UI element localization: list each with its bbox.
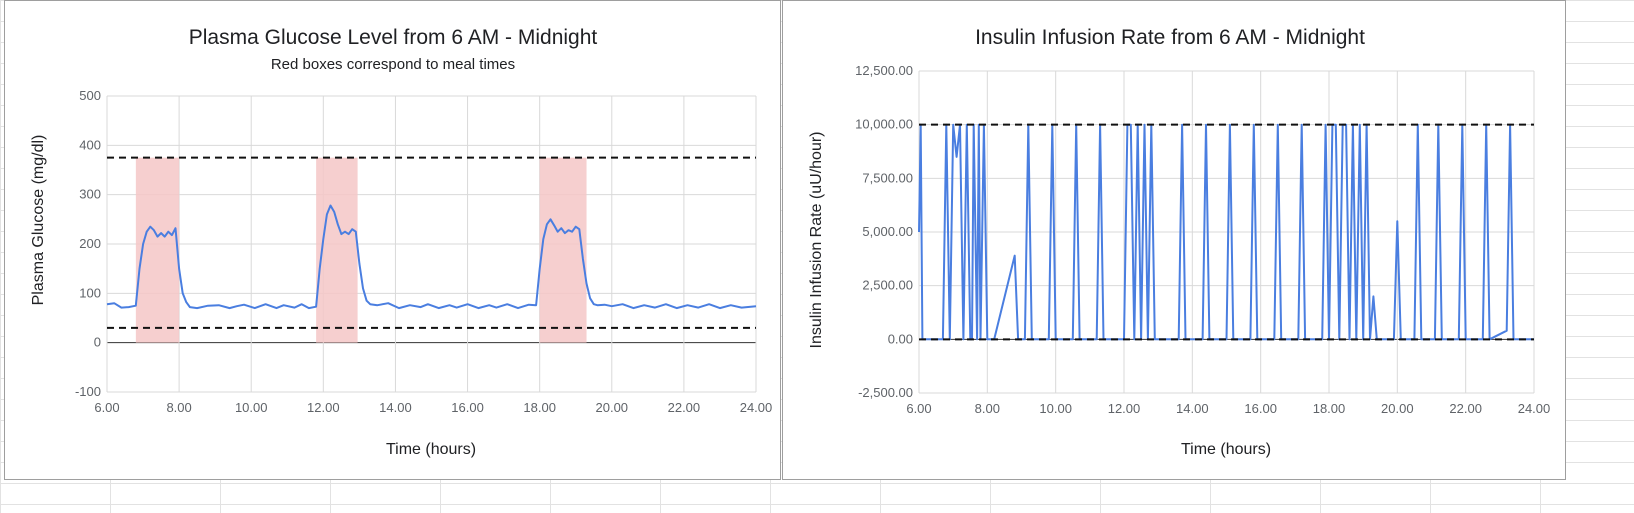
x-axis-title: Time (hours)	[386, 441, 476, 458]
x-tick-label: 16.00	[1244, 401, 1277, 416]
x-tick-label: 18.00	[1313, 401, 1346, 416]
y-tick-label: 0.00	[888, 331, 913, 346]
x-tick-label: 14.00	[379, 400, 412, 415]
data-series-line	[918, 123, 1534, 341]
y-axis-title: Insulin Infusion Rate (uU/hour)	[808, 132, 825, 349]
x-tick-label: 12.00	[307, 400, 340, 415]
y-tick-label: 12,500.00	[855, 63, 913, 78]
x-axis-title: Time (hours)	[1181, 441, 1271, 458]
x-tick-label: 10.00	[1039, 401, 1072, 416]
x-tick-label: 10.00	[235, 400, 268, 415]
meal-window-box	[539, 157, 587, 343]
y-tick-label: 200	[79, 236, 101, 251]
y-tick-label: 0	[94, 335, 101, 350]
x-tick-label: 8.00	[975, 401, 1000, 416]
x-tick-label: 20.00	[596, 400, 629, 415]
y-tick-label: 300	[79, 187, 101, 202]
x-tick-label: 6.00	[906, 401, 931, 416]
x-tick-label: 8.00	[166, 400, 191, 415]
x-tick-label: 18.00	[523, 400, 556, 415]
data-series-line	[106, 204, 757, 310]
y-tick-label: 400	[79, 137, 101, 152]
insulin-chart: Insulin Infusion Rate from 6 AM - Midnig…	[808, 26, 1550, 458]
y-tick-label: 10,000.00	[855, 117, 913, 132]
chart-subtitle: Red boxes correspond to meal times	[271, 56, 515, 73]
x-tick-label: 22.00	[1449, 401, 1482, 416]
y-tick-label: 500	[79, 88, 101, 103]
y-tick-label: 2,500.00	[862, 278, 913, 293]
y-tick-label: -2,500.00	[858, 385, 913, 400]
glucose-chart-panel: Plasma Glucose Level from 6 AM - Midnigh…	[4, 0, 781, 480]
plot-area: -2,500.00 0.00 2,500.00 5,000.00 7,500.00 10,…	[855, 63, 1550, 416]
y-axis-title: Plasma Glucose (mg/dl)	[30, 135, 47, 306]
y-tick-label: 100	[79, 285, 101, 300]
y-tick-label: 7,500.00	[862, 170, 913, 185]
chart-title: Insulin Infusion Rate from 6 AM - Midnig…	[975, 26, 1365, 49]
x-tick-label: 24.00	[1518, 401, 1551, 416]
x-tick-label: 24.00	[740, 400, 773, 415]
x-tick-label: 16.00	[451, 400, 484, 415]
x-tick-label: 14.00	[1176, 401, 1209, 416]
plot-area: -100 0 100 200 300 400 500 6.00 8.00 10.00 12.00 14…	[75, 88, 772, 415]
chart-title: Plasma Glucose Level from 6 AM - Midnigh…	[189, 26, 598, 49]
y-tick-label: 5,000.00	[862, 224, 913, 239]
x-tick-label: 12.00	[1108, 401, 1141, 416]
x-tick-label: 20.00	[1381, 401, 1414, 416]
x-tick-label: 22.00	[668, 400, 701, 415]
y-tick-label: -100	[75, 384, 101, 399]
glucose-chart: Plasma Glucose Level from 6 AM - Midnigh…	[30, 26, 772, 458]
x-tick-label: 6.00	[94, 400, 119, 415]
meal-window-box	[316, 157, 358, 343]
insulin-chart-panel: Insulin Infusion Rate from 6 AM - Midnig…	[782, 0, 1566, 480]
